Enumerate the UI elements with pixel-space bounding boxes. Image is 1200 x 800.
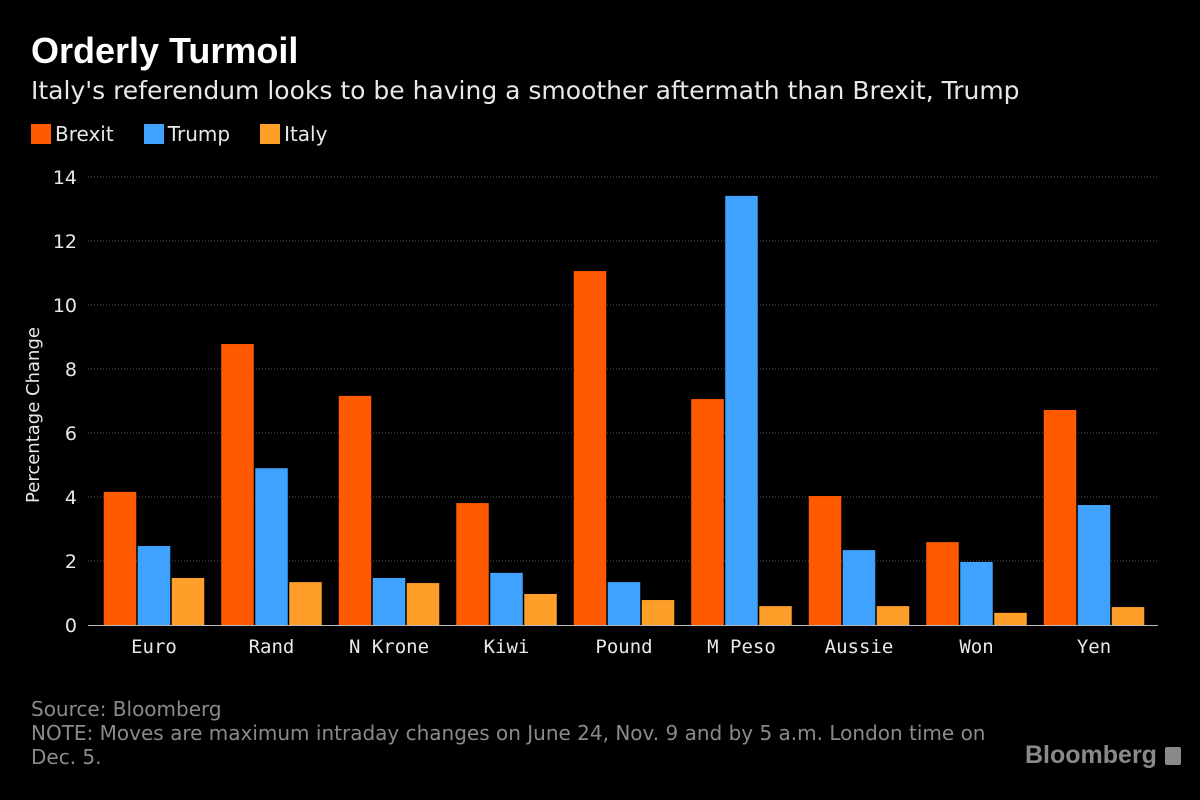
x-tick-label: Pound [595, 636, 652, 658]
bar-italy [994, 612, 1027, 625]
note-text: NOTE: Moves are maximum intraday changes… [31, 721, 986, 769]
bar-trump [490, 572, 523, 625]
bar-trump [255, 468, 288, 625]
x-tick-label: Kiwi [484, 636, 530, 658]
x-tick-label: Euro [131, 636, 177, 658]
y-axis-label: Percentage Change [23, 327, 44, 503]
y-tick-label: 8 [65, 359, 77, 381]
bloomberg-logo: Bloomberg [1025, 741, 1181, 770]
bar-trump [607, 582, 641, 625]
legend: Brexit Trump Italy [31, 122, 327, 146]
y-tick-label: 4 [65, 487, 77, 509]
bar-trump [1077, 505, 1111, 625]
legend-swatch [143, 124, 164, 144]
bar-italy [1111, 607, 1145, 625]
bar-brexit [456, 503, 489, 625]
bar-brexit [221, 344, 254, 625]
legend-item: Brexit [31, 122, 114, 146]
logo-text: Bloomberg [1025, 741, 1157, 769]
bar-brexit [1043, 409, 1077, 625]
bar-italy [759, 606, 792, 625]
bar-brexit [338, 395, 372, 625]
legend-label: Italy [284, 122, 328, 146]
bar-italy [171, 577, 205, 625]
bar-italy [641, 600, 675, 625]
legend-item: Italy [260, 122, 327, 146]
y-tick-label: 10 [53, 295, 77, 317]
bar-trump [137, 545, 171, 625]
bar-brexit [691, 399, 724, 625]
bar-brexit [573, 271, 607, 625]
bar-italy [876, 606, 910, 625]
y-tick-label: 12 [53, 231, 77, 253]
x-tick-label: Rand [249, 636, 295, 658]
bar-italy [524, 593, 557, 625]
x-tick-label: Yen [1077, 636, 1111, 658]
y-tick-label: 14 [53, 167, 77, 189]
y-tick-label: 6 [65, 423, 77, 445]
bar-italy [406, 583, 440, 625]
legend-swatch [260, 124, 281, 144]
bar-brexit [103, 491, 137, 625]
y-tick-label: 2 [65, 551, 77, 573]
legend-item: Trump [143, 122, 231, 146]
bar-trump [842, 550, 876, 625]
chart-title: Orderly Turmoil [31, 30, 299, 71]
legend-label: Brexit [55, 122, 114, 146]
x-tick-label: Aussie [825, 636, 894, 658]
source-text: Source: Bloomberg [31, 697, 222, 721]
footer: Source: Bloomberg NOTE: Moves are maximu… [31, 697, 1011, 769]
legend-swatch [31, 124, 51, 144]
legend-label: Trump [167, 122, 231, 146]
bar-trump [960, 561, 993, 625]
chart-bubble-icon [1164, 746, 1181, 765]
bar-trump [725, 195, 758, 625]
x-tick-label: M Peso [707, 636, 776, 658]
x-tick-label: Won [959, 636, 993, 658]
chart-subtitle: Italy's referendum looks to be having a … [31, 76, 1020, 105]
bar-italy [289, 582, 322, 625]
bar-brexit [808, 496, 842, 625]
bar-brexit [926, 542, 959, 625]
y-tick-label: 0 [65, 615, 77, 637]
x-tick-label: N Krone [349, 636, 429, 658]
bar-trump [372, 577, 406, 625]
